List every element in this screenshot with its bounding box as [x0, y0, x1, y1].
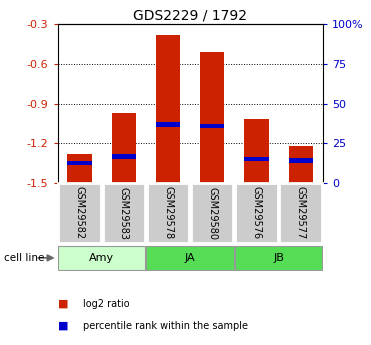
Bar [200, 52, 224, 183]
Bar [103, 183, 145, 243]
Bar [289, 158, 313, 163]
Bar [58, 246, 145, 269]
Bar [156, 35, 180, 183]
Bar [112, 113, 136, 183]
Bar [68, 161, 92, 165]
Text: log2 ratio: log2 ratio [83, 299, 130, 308]
Text: GSM29577: GSM29577 [296, 186, 306, 240]
Text: Amy: Amy [89, 253, 114, 263]
Text: percentile rank within the sample: percentile rank within the sample [83, 321, 249, 331]
Bar [200, 124, 224, 128]
Text: GSM29582: GSM29582 [75, 187, 85, 239]
Bar [244, 119, 269, 183]
Bar [68, 154, 92, 183]
Text: GSM29578: GSM29578 [163, 187, 173, 239]
Text: GSM29576: GSM29576 [252, 187, 262, 239]
Bar [235, 246, 322, 269]
Title: GDS2229 / 1792: GDS2229 / 1792 [133, 9, 247, 23]
Bar [279, 183, 322, 243]
Bar [147, 183, 189, 243]
Text: GSM29580: GSM29580 [207, 187, 217, 239]
Text: cell line: cell line [4, 253, 44, 263]
Text: ■: ■ [58, 321, 68, 331]
Bar [58, 183, 101, 243]
Bar [289, 146, 313, 183]
Bar [147, 246, 234, 269]
Bar [156, 122, 180, 127]
Bar [191, 183, 233, 243]
Bar [235, 183, 278, 243]
Text: ■: ■ [58, 299, 68, 308]
Text: JA: JA [185, 253, 196, 263]
Bar [244, 157, 269, 161]
Bar [112, 154, 136, 159]
Text: JB: JB [273, 253, 284, 263]
Text: GSM29583: GSM29583 [119, 187, 129, 239]
